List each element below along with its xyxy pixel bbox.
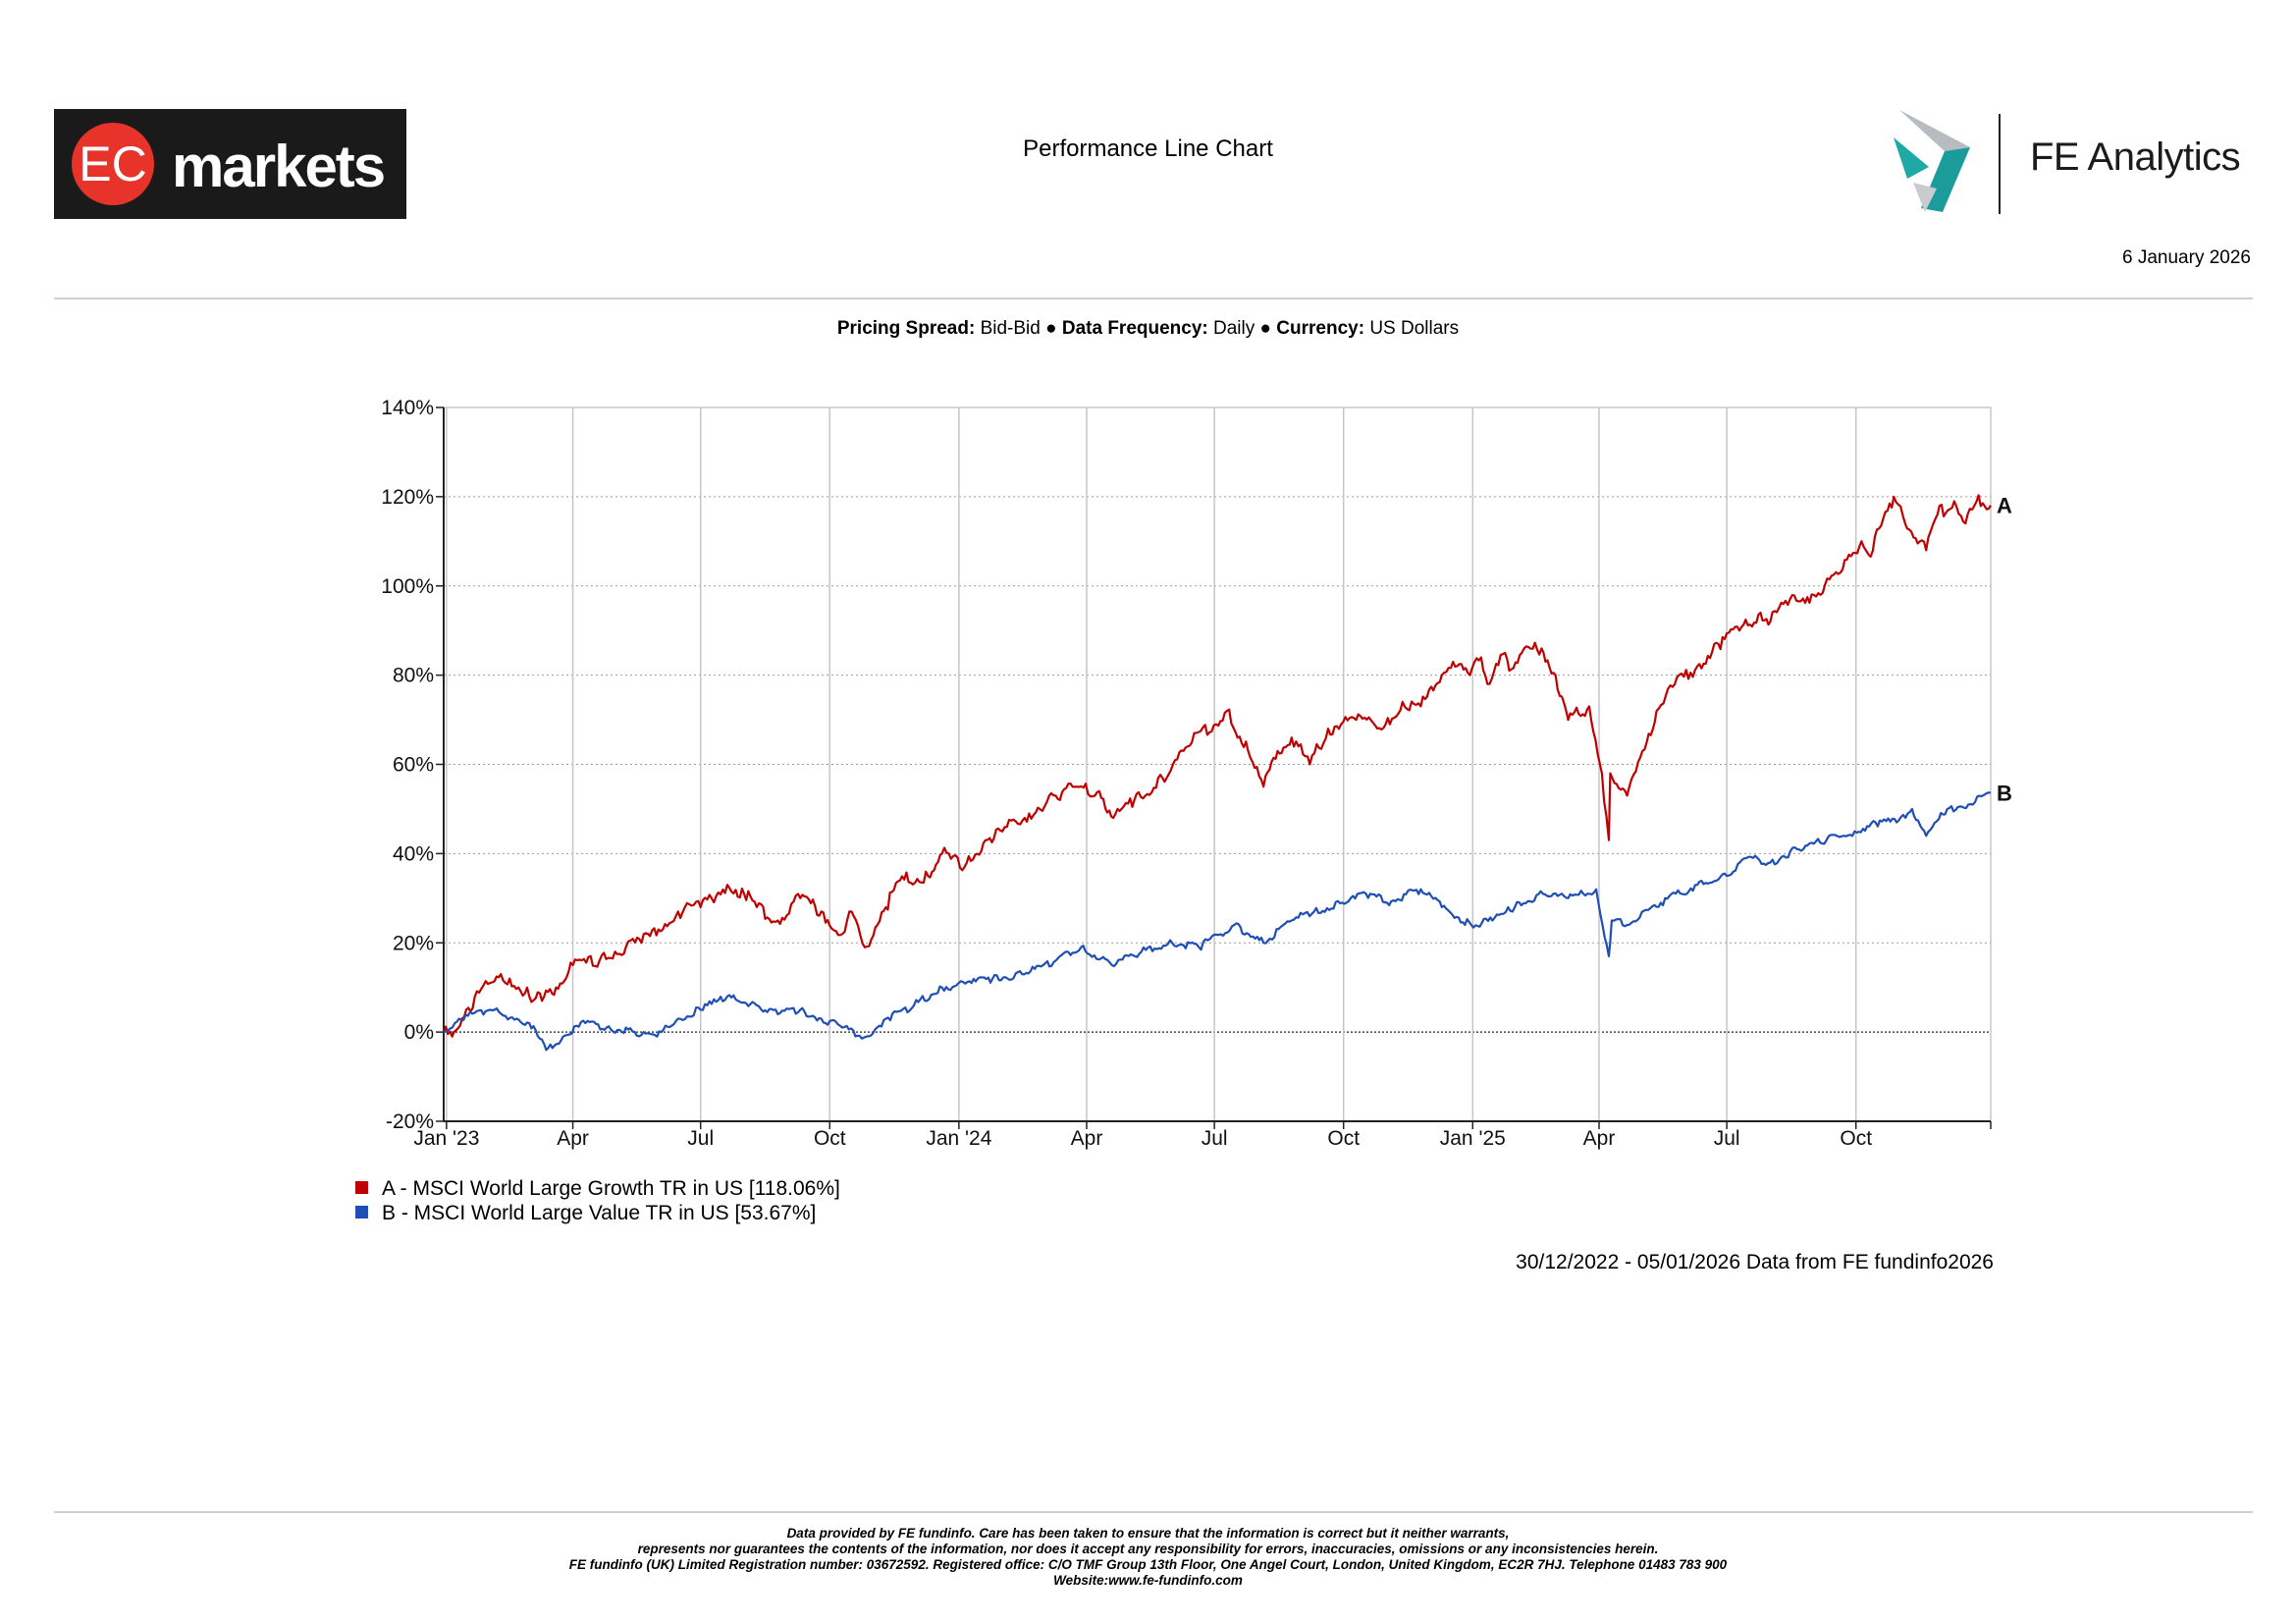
currency-label: Currency: xyxy=(1276,318,1365,339)
separator-dot: ● xyxy=(1045,318,1057,339)
x-tick-label: Apr xyxy=(1583,1127,1616,1150)
x-tick-label: Jan '23 xyxy=(413,1127,479,1150)
y-tick-label: 120% xyxy=(381,486,434,509)
x-tick-label: Jul xyxy=(687,1127,714,1150)
x-tick-label: Apr xyxy=(1071,1127,1103,1150)
x-tick-label: Jan '24 xyxy=(926,1127,991,1150)
x-tick-label: Oct xyxy=(1840,1127,1872,1150)
pricing-spread-value: Bid-Bid xyxy=(980,318,1041,339)
y-tick-label: 0% xyxy=(404,1021,434,1044)
disclaimer-line: FE fundinfo (UK) Limited Registration nu… xyxy=(568,1557,1728,1572)
disclaimer-footer: Data provided by FE fundinfo. Care has b… xyxy=(0,1526,2296,1589)
series-line-a xyxy=(442,494,1992,1038)
legend-label-a: A - MSCI World Large Growth TR in US [11… xyxy=(382,1177,840,1200)
fe-analytics-logo xyxy=(1890,110,2253,218)
date-range-note: 30/12/2022 - 05/01/2026 Data from FE fun… xyxy=(1516,1251,1994,1273)
disclaimer-line: Data provided by FE fundinfo. Care has b… xyxy=(786,1526,1510,1541)
svg-text:EC: EC xyxy=(79,136,146,191)
x-tick-label: Jul xyxy=(1201,1127,1228,1150)
legend-swatch-b xyxy=(355,1206,368,1218)
report-date: 6 January 2026 xyxy=(2122,247,2251,268)
y-tick-label: 140% xyxy=(381,397,434,419)
legend-swatch-a xyxy=(355,1181,368,1194)
y-tick-label: 20% xyxy=(393,932,434,954)
header-divider xyxy=(54,298,2253,299)
x-tick-label: Apr xyxy=(557,1127,589,1150)
website-line: Website:www.fe-fundinfo.com xyxy=(1053,1573,1243,1588)
ec-markets-logo: EC markets xyxy=(54,109,406,219)
y-tick-label: -20% xyxy=(386,1110,434,1133)
fe-analytics-wordmark: FE Analytics xyxy=(2030,135,2241,179)
y-tick-label: 100% xyxy=(381,575,434,598)
legend-label-b: B - MSCI World Large Value TR in US [53.… xyxy=(382,1202,817,1224)
y-tick-label: 40% xyxy=(393,842,434,865)
legend-item-a: A - MSCI World Large Growth TR in US [11… xyxy=(355,1177,840,1201)
x-tick-label: Oct xyxy=(1327,1127,1360,1150)
footer-divider xyxy=(54,1511,2253,1513)
currency-value: US Dollars xyxy=(1369,318,1460,339)
data-frequency-label: Data Frequency: xyxy=(1061,318,1208,339)
separator-dot: ● xyxy=(1259,318,1272,339)
y-tick-label: 60% xyxy=(393,754,434,777)
performance-line-chart: -20% 0% 20% 40% 60% 80% 100% 120% 140% Jan '23 Apr… xyxy=(381,397,2012,1150)
chart-settings: Pricing Spread: Bid-Bid ● Data Frequency… xyxy=(0,318,2296,340)
page-title: Performance Line Chart xyxy=(1023,135,1273,162)
series-end-label-b: B xyxy=(1997,781,2012,805)
x-tick-label: Oct xyxy=(814,1127,846,1150)
x-tick-label: Jul xyxy=(1714,1127,1740,1150)
y-tick-label: 80% xyxy=(393,665,434,687)
x-tick-label: Jan '25 xyxy=(1440,1127,1506,1150)
disclaimer-line: represents nor guarantees the contents o… xyxy=(637,1542,1659,1556)
legend-item-b: B - MSCI World Large Value TR in US [53.… xyxy=(355,1202,816,1225)
data-frequency-value: Daily xyxy=(1213,318,1255,339)
series-line-b xyxy=(443,791,1991,1052)
pricing-spread-label: Pricing Spread: xyxy=(836,318,976,339)
series-end-label-a: A xyxy=(1997,494,2012,518)
svg-text:markets: markets xyxy=(172,134,384,199)
